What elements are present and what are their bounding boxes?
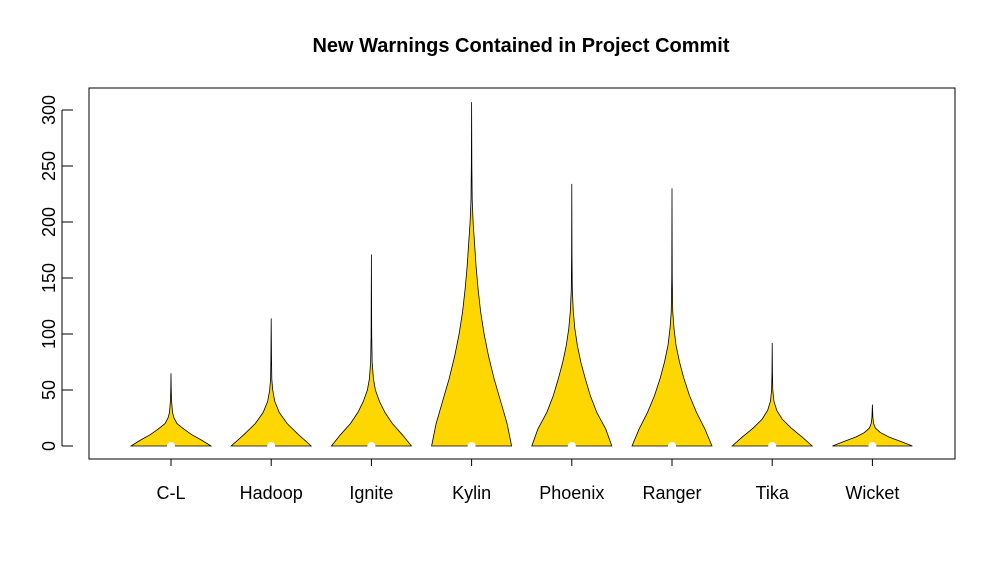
median-marker	[267, 442, 276, 450]
y-tick-label: 150	[39, 263, 59, 293]
violin-hadoop	[230, 318, 313, 447]
y-tick-label: 200	[39, 207, 59, 237]
y-axis: 0 50 100 150 200 250 300	[39, 95, 73, 451]
chart-title: New Warnings Contained in Project Commit	[312, 35, 729, 57]
x-tick-label: Ranger	[642, 483, 701, 503]
violin-kylin	[431, 102, 513, 447]
median-marker	[467, 442, 476, 450]
x-tick-label: Phoenix	[539, 483, 604, 503]
y-tick-label: 250	[39, 151, 59, 181]
median-marker	[668, 442, 676, 450]
x-tick-label: Kylin	[452, 483, 491, 503]
violin-c-l	[129, 373, 213, 447]
median-marker	[868, 442, 877, 450]
x-tick-label: Ignite	[349, 483, 393, 503]
median-marker	[167, 442, 175, 450]
y-tick-label: 100	[39, 319, 59, 349]
x-tick-label: Tika	[756, 483, 790, 503]
plot-frame	[88, 87, 956, 460]
y-tick-label: 300	[39, 95, 59, 125]
x-tick-label: Wicket	[845, 483, 899, 503]
median-marker	[367, 442, 376, 450]
violin-tika	[731, 342, 814, 447]
y-tick-label: 50	[39, 380, 59, 400]
median-marker	[768, 442, 777, 450]
y-tick-label: 0	[39, 441, 59, 451]
violin-ranger	[631, 188, 713, 447]
x-tick-label: C-L	[156, 483, 185, 503]
violin-wicket	[832, 404, 913, 447]
x-axis: C-L Hadoop Ignite Kylin Phoenix Ranger Tika Wic…	[156, 458, 899, 503]
violins-group	[129, 102, 913, 450]
median-marker	[567, 442, 576, 450]
x-tick-label: Hadoop	[240, 483, 303, 503]
violin-ignite	[330, 254, 413, 447]
violin-phoenix	[531, 183, 613, 447]
